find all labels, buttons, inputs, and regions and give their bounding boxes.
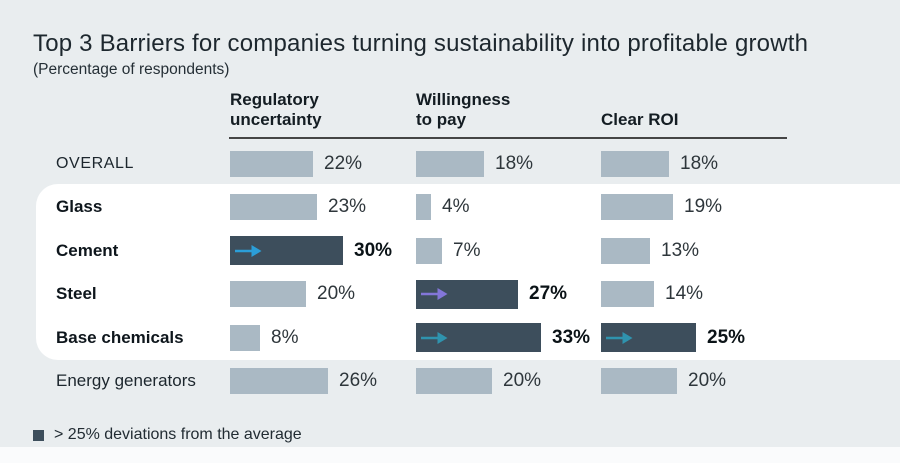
deviation-arrow-icon xyxy=(606,331,633,344)
chart-rows: OVERALL 22% 18% 18% Glass 23% 4% 19% Cement 30% 7%… xyxy=(0,142,900,403)
bar-value: 26% xyxy=(339,370,378,392)
column-header: Willingness to pay xyxy=(416,90,511,129)
bar-cell: 14% xyxy=(601,273,703,317)
chart-subtitle: (Percentage of respondents) xyxy=(33,61,230,78)
bar xyxy=(230,194,317,221)
deviation-arrow-icon xyxy=(235,244,262,257)
bar-cell: 8% xyxy=(230,316,298,360)
table-row: Cement 30% 7% 13% xyxy=(0,229,900,273)
deviation-bar xyxy=(601,323,696,353)
bar-cell: 20% xyxy=(230,273,355,317)
bar-cell: 18% xyxy=(601,142,718,186)
bar-value: 22% xyxy=(324,152,363,174)
bar xyxy=(230,368,328,395)
legend: > 25% deviations from the average xyxy=(33,426,302,444)
bar-value: 33% xyxy=(552,326,591,348)
bar xyxy=(416,368,492,395)
bar-value: 18% xyxy=(495,152,534,174)
bar-value: 7% xyxy=(453,239,481,261)
header-underline xyxy=(229,137,787,139)
row-label: Base chemicals xyxy=(56,327,184,347)
bar xyxy=(230,324,260,351)
bar xyxy=(601,237,650,264)
table-row: Steel 20% 27% 14% xyxy=(0,273,900,317)
deviation-bar xyxy=(230,236,343,266)
bar-cell: 25% xyxy=(601,316,745,360)
deviation-bar xyxy=(416,279,518,309)
bar-cell: 18% xyxy=(416,142,533,186)
bar-value: 20% xyxy=(688,370,727,392)
bar xyxy=(416,150,484,177)
bar-cell: 23% xyxy=(230,186,366,230)
bar-value: 20% xyxy=(317,283,356,305)
column-header: Regulatory uncertainty xyxy=(230,90,322,129)
bar-cell: 20% xyxy=(416,360,541,404)
footer-strip xyxy=(0,447,900,463)
bar-value: 4% xyxy=(442,196,470,218)
bar xyxy=(416,194,431,221)
bar xyxy=(601,150,669,177)
bar xyxy=(601,368,677,395)
bar-cell: 22% xyxy=(230,142,362,186)
bar-value: 30% xyxy=(354,239,393,261)
legend-label: > 25% deviations from the average xyxy=(54,426,302,443)
bar xyxy=(230,150,313,177)
bar xyxy=(230,281,306,308)
table-row: Glass 23% 4% 19% xyxy=(0,186,900,230)
table-row: OVERALL 22% 18% 18% xyxy=(0,142,900,186)
bar-value: 23% xyxy=(328,196,367,218)
bar-value: 27% xyxy=(529,283,568,305)
column-header: Clear ROI xyxy=(601,110,679,129)
bar-cell: 7% xyxy=(416,229,480,273)
bar-cell: 33% xyxy=(416,316,590,360)
bar-value: 18% xyxy=(680,152,719,174)
bar xyxy=(416,237,442,264)
column-headers: Regulatory uncertainty Willingness to pay… xyxy=(0,86,900,134)
deviation-arrow-icon xyxy=(421,288,448,301)
bar-value: 14% xyxy=(665,283,704,305)
bar-cell: 26% xyxy=(230,360,377,404)
row-label: OVERALL xyxy=(56,154,135,172)
row-label: Cement xyxy=(56,240,119,260)
deviation-arrow-icon xyxy=(421,331,448,344)
bar-value: 20% xyxy=(503,370,542,392)
bar-cell: 13% xyxy=(601,229,699,273)
bar-cell: 27% xyxy=(416,273,567,317)
bar-value: 19% xyxy=(684,196,723,218)
bar xyxy=(601,194,673,221)
table-row: Base chemicals 8% 33% 25% xyxy=(0,316,900,360)
row-label: Steel xyxy=(56,284,97,304)
row-label: Glass xyxy=(56,197,103,217)
bar-cell: 30% xyxy=(230,229,392,273)
bar xyxy=(601,281,654,308)
legend-swatch xyxy=(33,429,44,441)
chart-title: Top 3 Barriers for companies turning sus… xyxy=(33,30,809,57)
bar-cell: 20% xyxy=(601,360,726,404)
bar-cell: 4% xyxy=(416,186,469,230)
row-label: Energy generators xyxy=(56,371,196,391)
bar-cell: 19% xyxy=(601,186,722,230)
bar-value: 8% xyxy=(271,326,299,348)
bar-value: 13% xyxy=(661,239,700,261)
deviation-bar xyxy=(416,323,541,353)
bar-value: 25% xyxy=(707,326,746,348)
table-row: Energy generators 26% 20% 20% xyxy=(0,360,900,404)
